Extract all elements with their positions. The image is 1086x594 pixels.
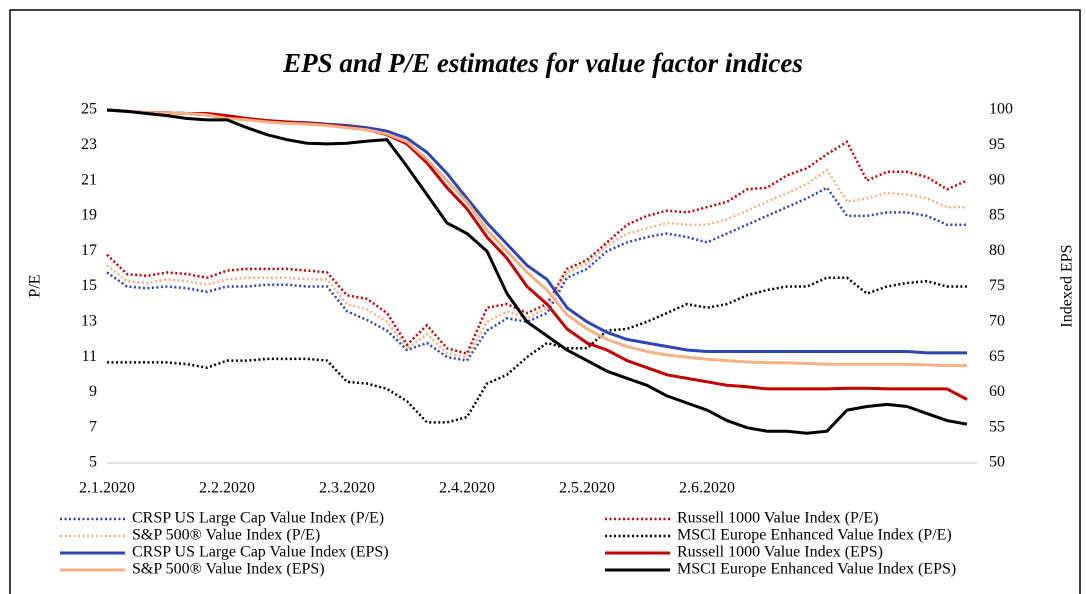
x-tick-label: 2.2.2020 (199, 480, 255, 497)
legend-label: S&P 500® Value Index (EPS) (132, 561, 325, 578)
y-tick-label: 17 (81, 242, 97, 259)
x-tick-label: 2.3.2020 (319, 480, 375, 497)
y2-tick-label: 65 (989, 348, 1005, 365)
y-tick-label: 13 (81, 312, 97, 329)
y2-tick-label: 85 (989, 207, 1005, 224)
series-line (106, 140, 968, 356)
y2-tick-label: 70 (989, 312, 1005, 329)
legend-label: Russell 1000 Value Index (EPS) (677, 544, 883, 561)
y-tick-label: 7 (89, 418, 97, 435)
legend-label: CRSP US Large Cap Value Index (P/E) (132, 510, 384, 527)
y2-tick-label: 50 (989, 454, 1005, 471)
y-tick-label: 9 (89, 383, 97, 400)
y-tick-label: 15 (81, 277, 97, 294)
series-line (107, 276, 967, 424)
y-tick-label: 5 (89, 454, 97, 471)
legend-label: S&P 500® Value Index (P/E) (132, 527, 320, 544)
series-line (106, 186, 967, 362)
x-tick-label: 2.4.2020 (439, 480, 495, 497)
series-line (106, 108, 967, 368)
y2-tick-label: 80 (989, 242, 1005, 259)
y-tick-label: 11 (82, 348, 97, 365)
series-line (106, 108, 968, 435)
chart-border (9, 9, 1081, 594)
y2-tick-label: 90 (989, 171, 1005, 188)
legend-label: MSCI Europe Enhanced Value Index (EPS) (677, 561, 956, 578)
series-line (106, 168, 967, 359)
y-tick-label: 23 (81, 136, 97, 153)
legend-label: CRSP US Large Cap Value Index (EPS) (132, 544, 389, 561)
chart-title: EPS and P/E estimates for value factor i… (282, 48, 803, 78)
legend-label: Russell 1000 Value Index (P/E) (677, 510, 878, 527)
y-tick-label: 21 (81, 171, 97, 188)
series-line (106, 108, 968, 401)
x-tick-label: 2.1.2020 (79, 480, 135, 497)
x-tick-label: 2.6.2020 (679, 480, 735, 497)
y-tick-label: 25 (81, 101, 97, 118)
y-tick-label: 19 (81, 207, 97, 224)
y2-tick-label: 100 (989, 101, 1013, 118)
x-tick-label: 2.5.2020 (559, 480, 615, 497)
y2-tick-label: 75 (989, 277, 1005, 294)
y-axis-label: P/E (27, 274, 44, 297)
y2-tick-label: 55 (989, 418, 1005, 435)
y2-tick-label: 95 (989, 136, 1005, 153)
y2-tick-label: 60 (989, 383, 1005, 400)
legend-label: MSCI Europe Enhanced Value Index (P/E) (677, 527, 952, 544)
y2-axis-label: Indexed EPS (1059, 244, 1076, 327)
